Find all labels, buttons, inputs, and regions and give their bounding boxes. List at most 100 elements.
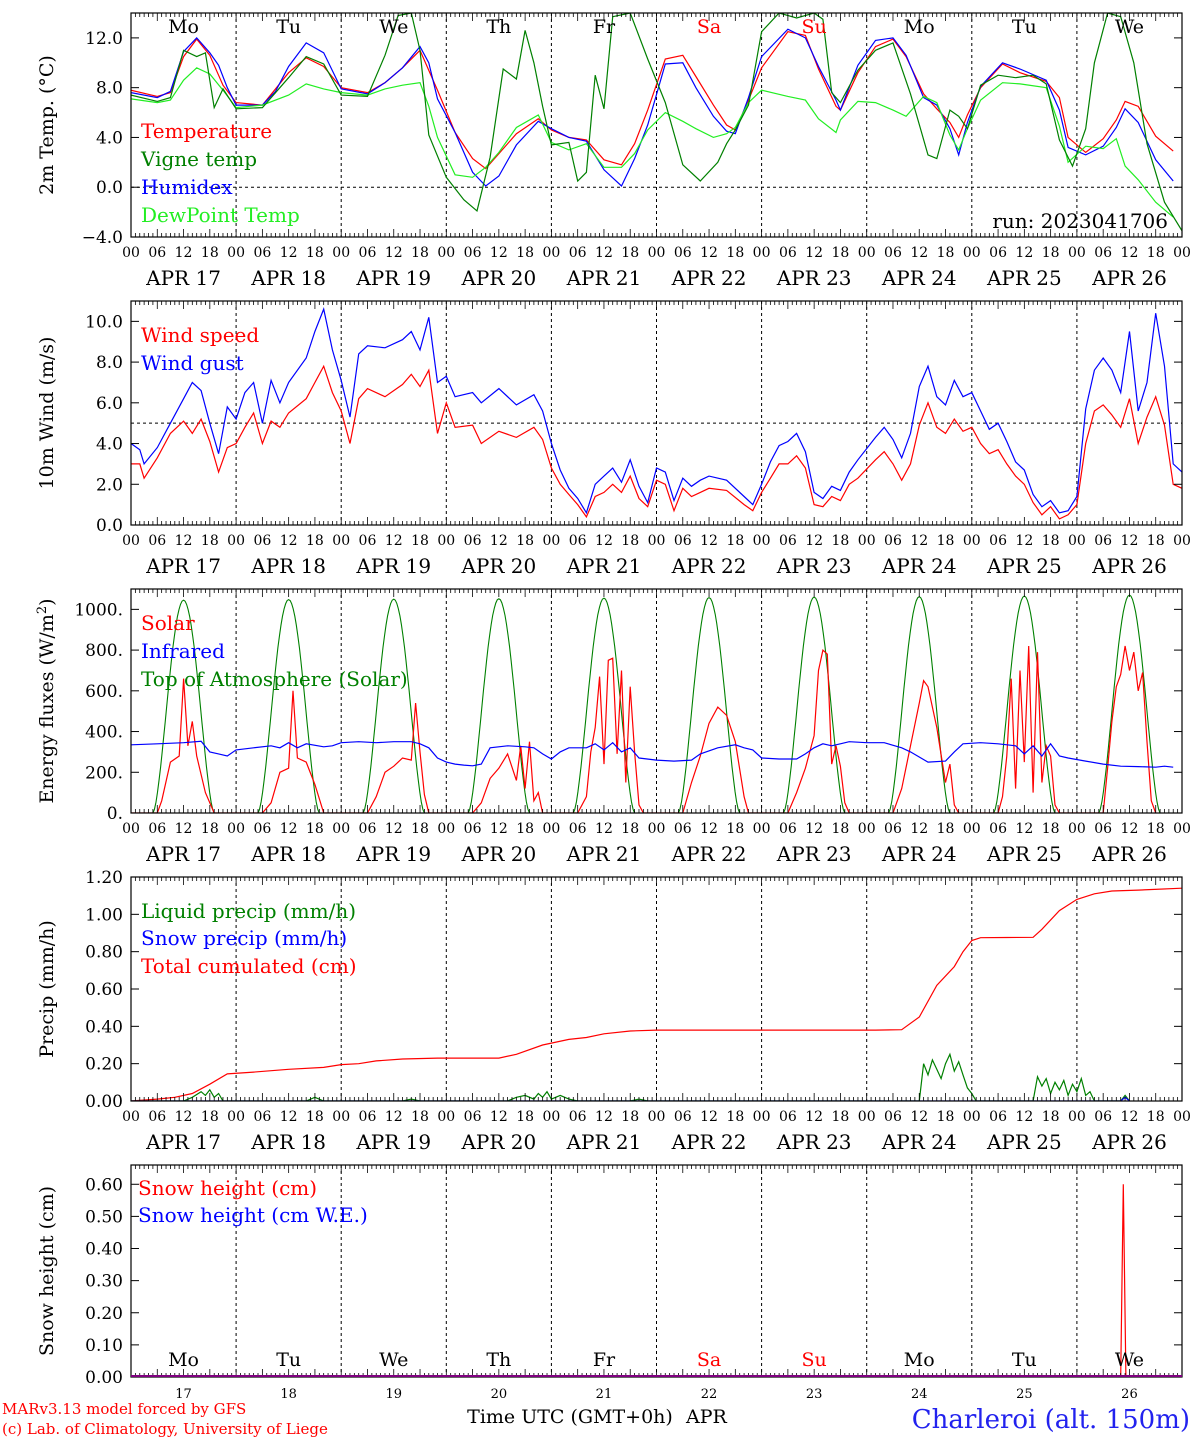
- plot-frame: [130, 588, 1183, 814]
- hour-tick-label: 00: [332, 533, 350, 549]
- hour-tick-label: 00: [542, 533, 560, 549]
- weekday-label: Su: [802, 1349, 827, 1371]
- hour-tick-label: 18: [937, 533, 955, 549]
- hour-tick-label: 18: [516, 533, 534, 549]
- legend-entry: DewPoint Temp: [141, 203, 300, 227]
- day-label: APR 17: [145, 266, 221, 290]
- day-label: APR 23: [776, 266, 852, 290]
- y-tick-label: 0.00: [85, 1092, 123, 1112]
- day-label: APR 17: [145, 1130, 221, 1154]
- hour-tick-label: 00: [858, 533, 876, 549]
- weekday-label: Tu: [276, 1349, 301, 1371]
- weekday-label: We: [379, 16, 408, 38]
- hour-tick-label: 12: [175, 245, 193, 261]
- y-tick-label: 0.40: [85, 1240, 123, 1260]
- hour-tick-label: 12: [1121, 1109, 1139, 1125]
- hour-tick-label: 06: [1094, 245, 1112, 261]
- hour-tick-label: 12: [595, 245, 613, 261]
- hour-tick-label: 12: [280, 533, 298, 549]
- day-label: APR 21: [566, 266, 642, 290]
- legend-entry: Top of Atmosphere (Solar): [141, 667, 408, 691]
- station-name: Charleroi (alt. 150m): [912, 1405, 1190, 1435]
- day-number-label: 25: [1016, 1387, 1033, 1402]
- weekday-label: Sa: [697, 16, 721, 38]
- y-tick-label: 200.: [85, 763, 123, 783]
- day-label: APR 18: [250, 1130, 326, 1154]
- hour-tick-label: 12: [1015, 821, 1033, 837]
- hour-tick-label: 06: [779, 821, 797, 837]
- hour-tick-label: 18: [1147, 533, 1165, 549]
- hour-tick-label: 06: [148, 1109, 166, 1125]
- hour-tick-label: 12: [700, 533, 718, 549]
- hour-tick-label: 12: [595, 533, 613, 549]
- hour-tick-label: 00: [227, 821, 245, 837]
- hour-tick-label: 06: [989, 533, 1007, 549]
- hour-tick-label: 00: [542, 245, 560, 261]
- hour-tick-label: 12: [1015, 1109, 1033, 1125]
- hour-tick-label: 00: [227, 1109, 245, 1125]
- hour-tick-label: 00: [753, 821, 771, 837]
- hour-tick-label: 06: [464, 245, 482, 261]
- hour-tick-label: 12: [595, 821, 613, 837]
- run-label: run: 2023041706: [992, 209, 1168, 233]
- weekday-label: Mo: [904, 16, 935, 38]
- hour-tick-label: 06: [569, 533, 587, 549]
- hour-tick-label: 06: [148, 245, 166, 261]
- hour-tick-label: 00: [648, 1109, 666, 1125]
- hour-tick-label: 06: [359, 1109, 377, 1125]
- hour-tick-label: 12: [490, 533, 508, 549]
- day-label: APR 21: [566, 554, 642, 578]
- day-number-label: 17: [175, 1387, 192, 1402]
- day-number-label: 22: [701, 1387, 718, 1402]
- hour-tick-label: 18: [1042, 245, 1060, 261]
- hour-tick-label: 18: [201, 1109, 219, 1125]
- hour-tick-label: 12: [805, 245, 823, 261]
- hour-tick-label: 00: [858, 821, 876, 837]
- hour-tick-label: 06: [148, 821, 166, 837]
- day-label: APR 17: [145, 842, 221, 866]
- hour-tick-label: 18: [1042, 1109, 1060, 1125]
- y-tick-label: 0.0: [96, 516, 123, 536]
- hour-tick-label: 12: [805, 821, 823, 837]
- day-label: APR 26: [1091, 266, 1167, 290]
- y-tick-label: 0.80: [85, 943, 123, 963]
- day-label: APR 21: [566, 842, 642, 866]
- legend-entry: Wind gust: [141, 351, 244, 375]
- hour-tick-label: 12: [385, 533, 403, 549]
- day-label: APR 19: [355, 1130, 431, 1154]
- hour-tick-label: 06: [359, 533, 377, 549]
- hour-tick-label: 06: [674, 533, 692, 549]
- legend-entry: Liquid precip (mm/h): [141, 899, 356, 923]
- hour-tick-label: 06: [674, 821, 692, 837]
- weekday-label: Mo: [904, 1349, 935, 1371]
- hour-tick-label: 18: [201, 245, 219, 261]
- day-label: APR 18: [250, 554, 326, 578]
- series-line-solar: [131, 645, 1157, 813]
- hour-tick-label: 00: [122, 1109, 140, 1125]
- hour-tick-label: 18: [832, 533, 850, 549]
- weekday-label: Sa: [697, 1349, 721, 1371]
- day-label: APR 19: [355, 554, 431, 578]
- y-tick-label: 400.: [85, 723, 123, 743]
- hour-tick-label: 06: [464, 533, 482, 549]
- hour-tick-label: 06: [464, 1109, 482, 1125]
- day-label: APR 23: [776, 554, 852, 578]
- day-number-label: 23: [806, 1387, 823, 1402]
- hour-tick-label: 00: [437, 533, 455, 549]
- hour-tick-label: 06: [779, 1109, 797, 1125]
- hour-tick-label: 00: [332, 1109, 350, 1125]
- hour-tick-label: 12: [175, 821, 193, 837]
- day-label: APR 22: [671, 266, 747, 290]
- day-label: APR 21: [566, 1130, 642, 1154]
- x-axis-month: APR: [685, 1406, 728, 1428]
- y-tick-label: 0.30: [85, 1272, 123, 1292]
- hour-tick-label: 06: [253, 245, 271, 261]
- hour-tick-label: 00: [858, 245, 876, 261]
- hour-tick-label: 18: [411, 245, 429, 261]
- y-tick-label: 0.50: [85, 1207, 123, 1227]
- hour-tick-label: 18: [726, 533, 744, 549]
- weekday-label: Fr: [593, 16, 616, 38]
- day-label: APR 23: [776, 1130, 852, 1154]
- hour-tick-label: 00: [1173, 821, 1191, 837]
- hour-tick-label: 18: [1147, 245, 1165, 261]
